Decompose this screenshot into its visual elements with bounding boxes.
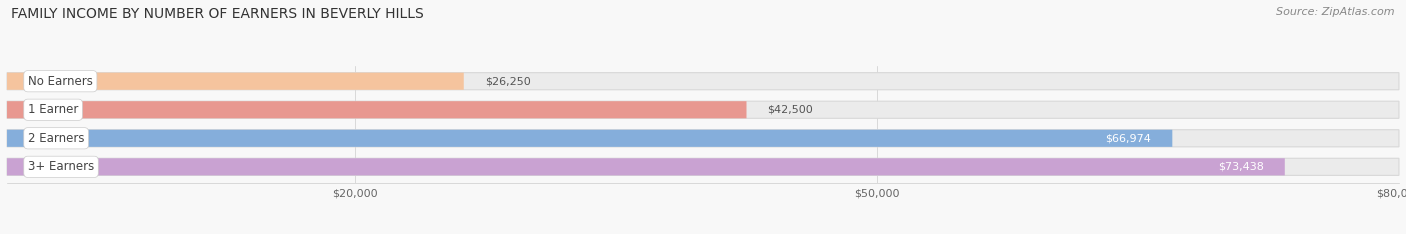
Text: $42,500: $42,500 bbox=[768, 105, 813, 115]
Text: No Earners: No Earners bbox=[28, 75, 93, 88]
FancyBboxPatch shape bbox=[7, 101, 747, 118]
Text: $66,974: $66,974 bbox=[1105, 133, 1152, 143]
FancyBboxPatch shape bbox=[7, 130, 1173, 147]
FancyBboxPatch shape bbox=[7, 158, 1285, 176]
FancyBboxPatch shape bbox=[7, 73, 464, 90]
Text: 3+ Earners: 3+ Earners bbox=[28, 160, 94, 173]
Text: $73,438: $73,438 bbox=[1218, 162, 1264, 172]
FancyBboxPatch shape bbox=[7, 158, 1399, 176]
Text: 1 Earner: 1 Earner bbox=[28, 103, 79, 116]
FancyBboxPatch shape bbox=[7, 101, 1399, 118]
Text: FAMILY INCOME BY NUMBER OF EARNERS IN BEVERLY HILLS: FAMILY INCOME BY NUMBER OF EARNERS IN BE… bbox=[11, 7, 425, 21]
Text: Source: ZipAtlas.com: Source: ZipAtlas.com bbox=[1277, 7, 1395, 17]
FancyBboxPatch shape bbox=[7, 73, 1399, 90]
Text: $26,250: $26,250 bbox=[485, 76, 530, 86]
Text: 2 Earners: 2 Earners bbox=[28, 132, 84, 145]
FancyBboxPatch shape bbox=[7, 130, 1399, 147]
